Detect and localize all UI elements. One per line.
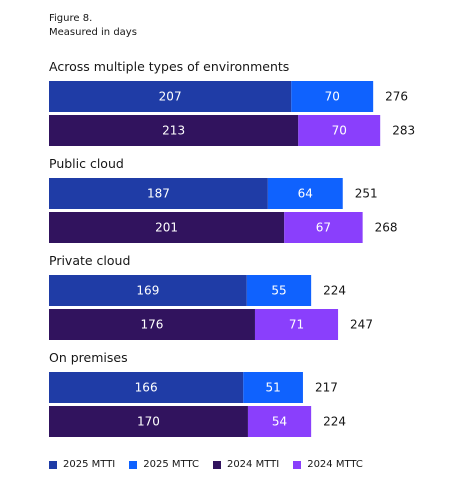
bar-mttc-on-premises-2025 — [243, 372, 303, 403]
value-label-mttc-on-premises-2025: 51 — [265, 381, 280, 395]
legend-label-2024-mttc: 2024 MTTC — [307, 459, 363, 470]
legend-label-2025-mttc: 2025 MTTC — [143, 459, 199, 470]
group-label-public-cloud: Public cloud — [49, 156, 124, 171]
bar-mttc-public-cloud-2025 — [267, 178, 343, 209]
total-label-public-cloud-2025: 251 — [355, 187, 378, 201]
bar-mttc-across-multiple-types-of-environments-2024 — [298, 115, 381, 146]
bar-mtti-on-premises-2024 — [49, 406, 248, 437]
figure-title: Figure 8. — [49, 13, 93, 24]
value-label-mttc-private-cloud-2024: 71 — [289, 318, 304, 332]
figure-subtitle: Measured in days — [49, 27, 137, 38]
bar-mtti-across-multiple-types-of-environments-2024 — [49, 115, 299, 146]
value-label-mtti-across-multiple-types-of-environments-2024: 213 — [162, 124, 185, 138]
legend-label-2024-mtti: 2024 MTTI — [226, 459, 280, 470]
value-label-mttc-across-multiple-types-of-environments-2024: 70 — [332, 124, 347, 138]
bar-mtti-private-cloud-2025 — [49, 275, 247, 306]
legend-swatch-2024-mttc — [293, 460, 302, 469]
total-label-public-cloud-2024: 268 — [375, 221, 398, 235]
value-label-mtti-private-cloud-2025: 169 — [136, 284, 159, 298]
bar-mttc-on-premises-2024 — [247, 406, 312, 437]
legend: 2025 MTTI 2025 MTTC 2024 MTTI 2024 MTTC — [49, 459, 363, 470]
value-label-mtti-on-premises-2024: 170 — [137, 415, 160, 429]
value-label-mttc-across-multiple-types-of-environments-2025: 70 — [325, 90, 340, 104]
legend-item-2025-mtti: 2025 MTTI — [49, 459, 115, 470]
bar-mtti-on-premises-2025 — [49, 372, 244, 403]
value-label-mttc-public-cloud-2024: 67 — [316, 221, 331, 235]
bar-mtti-across-multiple-types-of-environments-2025 — [49, 81, 292, 112]
group-label-private-cloud: Private cloud — [49, 253, 130, 268]
value-label-mtti-private-cloud-2024: 176 — [141, 318, 164, 332]
value-label-mttc-public-cloud-2025: 64 — [298, 187, 313, 201]
total-label-private-cloud-2024: 247 — [350, 318, 373, 332]
group-label-on-premises: On premises — [49, 350, 128, 365]
legend-label-2025-mtti: 2025 MTTI — [63, 459, 116, 470]
legend-swatch-2025-mttc — [129, 460, 138, 469]
total-label-across-multiple-types-of-environments-2024: 283 — [392, 124, 415, 138]
bar-mttc-private-cloud-2024 — [254, 309, 339, 340]
bar-mtti-private-cloud-2024 — [49, 309, 255, 340]
value-label-mttc-private-cloud-2025: 55 — [271, 284, 286, 298]
value-label-mtti-across-multiple-types-of-environments-2025: 207 — [159, 90, 182, 104]
legend-swatch-2024-mtti — [212, 460, 221, 469]
bar-mttc-private-cloud-2025 — [246, 275, 312, 306]
bar-mttc-public-cloud-2024 — [284, 212, 363, 243]
value-label-mtti-public-cloud-2024: 201 — [155, 221, 178, 235]
legend-item-2024-mtti: 2024 MTTI — [212, 459, 280, 470]
total-label-on-premises-2025: 217 — [315, 381, 338, 395]
bar-mtti-public-cloud-2024 — [49, 212, 285, 243]
legend-item-2025-mttc: 2025 MTTC — [129, 459, 199, 470]
group-label-across-multiple-types-of-environments: Across multiple types of environments — [49, 59, 289, 74]
value-label-mtti-public-cloud-2025: 187 — [147, 187, 170, 201]
value-label-mtti-on-premises-2025: 166 — [135, 381, 158, 395]
legend-swatch-2025-mtti — [49, 460, 57, 469]
total-label-private-cloud-2025: 224 — [323, 284, 346, 298]
bar-mttc-across-multiple-types-of-environments-2025 — [291, 81, 374, 112]
bar-mtti-public-cloud-2025 — [49, 178, 268, 209]
total-label-across-multiple-types-of-environments-2025: 276 — [385, 90, 408, 104]
total-label-on-premises-2024: 224 — [323, 415, 346, 429]
value-label-mttc-on-premises-2024: 54 — [272, 415, 287, 429]
legend-item-2024-mttc: 2024 MTTC — [293, 459, 363, 470]
